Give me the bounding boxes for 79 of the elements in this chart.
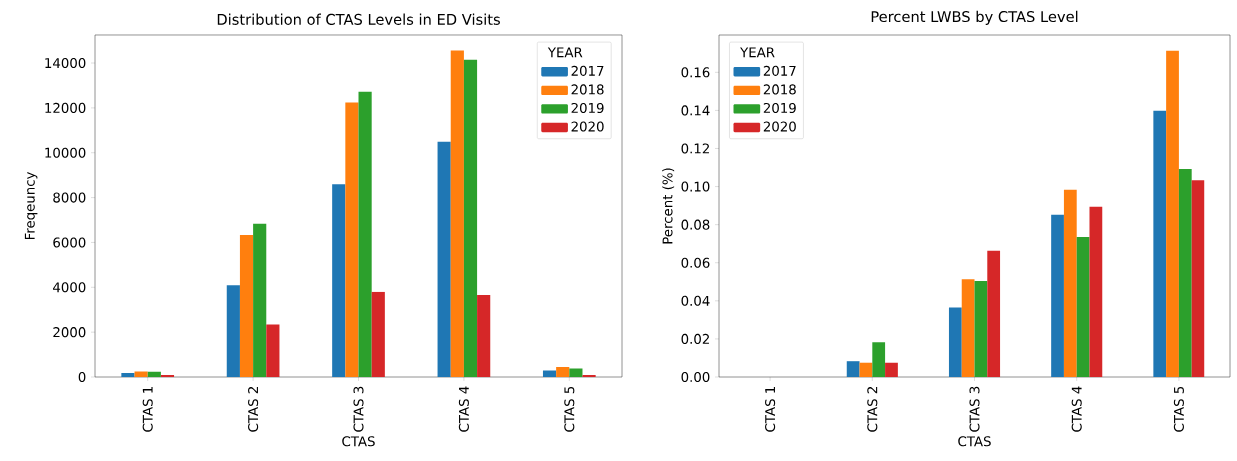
- y-tick-label: 0: [78, 371, 86, 383]
- y-tick-label: 0.14: [681, 105, 710, 116]
- x-tick-label: CTAS 1: [142, 386, 153, 432]
- bar: [134, 371, 148, 377]
- y-tick-label: 12000: [45, 102, 86, 113]
- y-tick-label: 8000: [53, 192, 86, 203]
- bar: [859, 362, 873, 377]
- bar: [345, 102, 359, 377]
- bar: [147, 371, 161, 377]
- legend-label: 2018: [571, 84, 604, 95]
- y-axis-title: Freqeuncy: [24, 171, 38, 240]
- bar: [1063, 189, 1077, 377]
- bar: [872, 342, 886, 377]
- x-axis-title: CTAS: [342, 436, 375, 447]
- bar: [1191, 180, 1205, 377]
- y-tick-label: 14000: [45, 57, 86, 69]
- bar: [239, 235, 254, 377]
- bar: [556, 366, 570, 377]
- y-tick-label: 4000: [53, 282, 86, 293]
- bar: [542, 370, 557, 377]
- y-tick-label: 0.00: [681, 371, 710, 383]
- x-axis-title: CTAS: [958, 436, 991, 447]
- y-tick-label: 0.02: [681, 333, 709, 344]
- bar: [253, 223, 267, 377]
- chart-title: Distribution of CTAS Levels in ED Visits: [217, 13, 500, 25]
- x-tick-label: CTAS 1: [765, 386, 776, 432]
- x-tick-label: CTAS 4: [1071, 386, 1082, 432]
- bar: [332, 184, 346, 377]
- bar: [1076, 237, 1090, 377]
- y-tick-label: 2000: [53, 327, 86, 338]
- bar: [1153, 110, 1167, 377]
- bar: [463, 59, 478, 377]
- legend-label: 2020: [763, 121, 796, 132]
- legend-label: 2019: [763, 102, 796, 114]
- bar: [974, 281, 988, 377]
- bar: [948, 307, 962, 377]
- bar: [226, 285, 240, 377]
- y-tick-label: 0.08: [681, 219, 710, 230]
- bar: [1089, 206, 1103, 377]
- bar: [582, 374, 596, 377]
- bar: [569, 368, 583, 377]
- bar: [885, 362, 898, 377]
- legend-label: 2017: [763, 65, 796, 76]
- legend-label: 2018: [763, 84, 796, 95]
- x-tick-label: CTAS 5: [564, 386, 575, 432]
- bar: [477, 294, 491, 377]
- bar: [371, 291, 385, 377]
- x-tick-label: CTAS 5: [1173, 386, 1184, 432]
- legend-label: 2017: [571, 65, 604, 76]
- bar: [358, 91, 372, 377]
- y-tick-label: 0.10: [681, 181, 710, 192]
- y-axis-title: Percent (%): [662, 168, 675, 244]
- y-tick-label: 0.06: [681, 257, 710, 268]
- x-tick-label: CTAS 2: [248, 387, 259, 432]
- legend-label: 2020: [571, 121, 604, 132]
- bar: [961, 279, 975, 377]
- legend-title: YEAR: [740, 47, 775, 58]
- bar: [846, 361, 860, 377]
- x-tick-label: CTAS 3: [353, 386, 364, 432]
- bar: [437, 141, 451, 377]
- bar: [987, 250, 1001, 377]
- x-tick-label: CTAS 2: [867, 387, 878, 432]
- bar: [1166, 50, 1179, 377]
- y-tick-label: 6000: [53, 237, 86, 248]
- bar: [450, 50, 464, 377]
- legend-label: 2019: [571, 102, 604, 114]
- bar: [1051, 214, 1064, 377]
- y-tick-label: 0.04: [681, 295, 710, 306]
- x-tick-label: CTAS 3: [969, 386, 980, 432]
- legend-title: YEAR: [547, 47, 583, 58]
- chart-title: Percent LWBS by CTAS Level: [871, 10, 1078, 25]
- bar: [266, 324, 280, 377]
- bar: [121, 372, 135, 377]
- bar: [1178, 169, 1192, 377]
- y-tick-label: 0.12: [681, 143, 709, 154]
- y-tick-label: 0.16: [681, 67, 710, 78]
- bar: [160, 374, 175, 377]
- x-tick-label: CTAS 4: [458, 386, 469, 432]
- y-tick-label: 10000: [45, 147, 86, 158]
